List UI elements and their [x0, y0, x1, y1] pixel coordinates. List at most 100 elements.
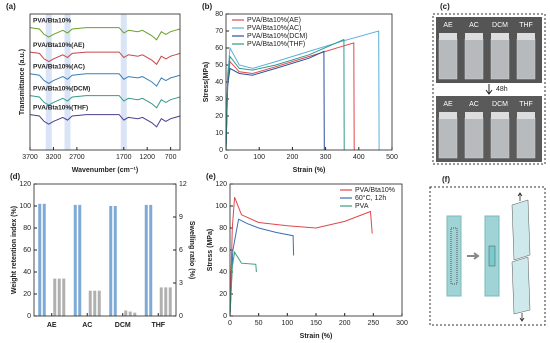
legend-label: PVA/Bta10%: [355, 187, 395, 194]
vial-cap: [491, 112, 509, 119]
y-tick-label: 10: [215, 130, 223, 137]
y-tick-label: 60: [23, 247, 31, 254]
vial-cap: [491, 33, 509, 40]
vial-label: THF: [519, 22, 533, 29]
y-tick-label: 80: [23, 225, 31, 232]
x-tick-label: 1200: [139, 154, 155, 161]
y-tick-label: 100: [19, 203, 31, 210]
x-axis-label: Strain (%): [300, 333, 333, 340]
bar: [38, 203, 42, 316]
x-tick-label: 50: [255, 320, 263, 327]
series-line: [225, 50, 325, 151]
diagram-frame: [429, 186, 546, 326]
bar: [62, 278, 66, 316]
bar: [78, 204, 82, 316]
x-tick-label: 500: [386, 154, 398, 161]
y-axis-label: Stress(MPa): [203, 62, 210, 102]
x-tick-label: AE: [47, 322, 57, 329]
vial-label: DCM: [492, 101, 508, 108]
bar: [168, 287, 172, 316]
legend-label: PVA/Bta10%(THF): [247, 41, 305, 48]
y2-tick-label: 3: [179, 280, 183, 287]
force-arrows: [517, 192, 525, 322]
panel-label: (c): [440, 2, 450, 11]
bar: [88, 290, 92, 316]
cut: [450, 227, 458, 285]
bar: [128, 311, 132, 316]
bar: [53, 278, 57, 316]
plot-frame: [29, 13, 181, 151]
vial-cap: [517, 33, 535, 40]
y2-tick-label: 6: [179, 247, 183, 254]
vial-cap: [465, 33, 483, 40]
series-label: PVA/Bta10%(THF): [33, 104, 88, 111]
y2-tick-label: 0: [179, 313, 183, 320]
vial: [490, 117, 510, 159]
x-tick-label: 1700: [116, 154, 132, 161]
y-tick-label: 120: [215, 181, 227, 188]
series-line: [229, 197, 373, 317]
plot-frame: [225, 13, 393, 151]
series-label: PVA/Bta10%(AE): [33, 42, 85, 49]
y-tick-label: 50: [215, 62, 223, 69]
highlight-band: [120, 14, 127, 150]
bar: [133, 312, 137, 316]
series-label: PVA/Bta10%: [33, 17, 71, 24]
x-axis-label: Strain (%): [293, 167, 326, 174]
y-tick-label: 20: [219, 291, 227, 298]
vial-cap: [439, 33, 457, 40]
vial-label: THF: [519, 101, 533, 108]
arrow: [467, 252, 480, 260]
x-tick-label: 2700: [69, 154, 85, 161]
x-tick-label: 400: [353, 154, 365, 161]
series-line: [229, 250, 257, 317]
panel-label: (d): [10, 172, 21, 181]
vial: [438, 38, 458, 80]
legend-label: PVA: [355, 203, 369, 210]
bar: [93, 290, 97, 316]
vial: [516, 38, 536, 80]
photo-frame: [432, 13, 546, 165]
bar: [124, 310, 128, 316]
series-line: [29, 51, 181, 66]
y-tick-label: 80: [215, 11, 223, 18]
plot-frame: [229, 183, 403, 317]
series-line: [29, 95, 181, 109]
panel-label: (a): [6, 2, 16, 11]
bar: [164, 287, 168, 316]
vial-label: AE: [443, 101, 453, 108]
series-line: [29, 114, 181, 128]
x-tick-label: AC: [82, 322, 92, 329]
x-tick-label: 0: [224, 154, 228, 161]
x-tick-label: 250: [367, 320, 379, 327]
series-label: PVA/Bta10%(AC): [33, 64, 85, 71]
vial: [490, 38, 510, 80]
y-tick-label: 40: [23, 269, 31, 276]
time-label: 48h: [496, 86, 508, 93]
panel-label: (b): [202, 2, 213, 11]
legend-label: 60°C, 12h: [355, 194, 386, 202]
x-tick-label: 150: [310, 320, 322, 327]
series-line: [29, 73, 181, 87]
legend-label: PVA/Bta10%(AE): [247, 17, 301, 24]
series-line: [229, 218, 295, 317]
y2-tick-label: 9: [179, 214, 183, 221]
y-tick-label: 20: [23, 291, 31, 298]
vial-label: DCM: [492, 22, 508, 29]
vial-cap: [517, 112, 535, 119]
legend-label: PVA/Bta10%(DCM): [247, 33, 308, 40]
panel-label: (f): [442, 175, 450, 184]
y-tick-label: 60: [219, 247, 227, 254]
series-line: [225, 30, 380, 151]
bar: [113, 206, 117, 316]
bar: [144, 204, 148, 316]
x-tick-label: 100: [281, 320, 293, 327]
vial: [438, 117, 458, 159]
joint: [488, 245, 496, 267]
series-line: [29, 27, 181, 41]
y-tick-label: 80: [219, 225, 227, 232]
y-tick-label: 100: [215, 203, 227, 210]
y2-axis-label: Swelling ratio (%): [188, 221, 195, 279]
bar: [57, 278, 61, 316]
